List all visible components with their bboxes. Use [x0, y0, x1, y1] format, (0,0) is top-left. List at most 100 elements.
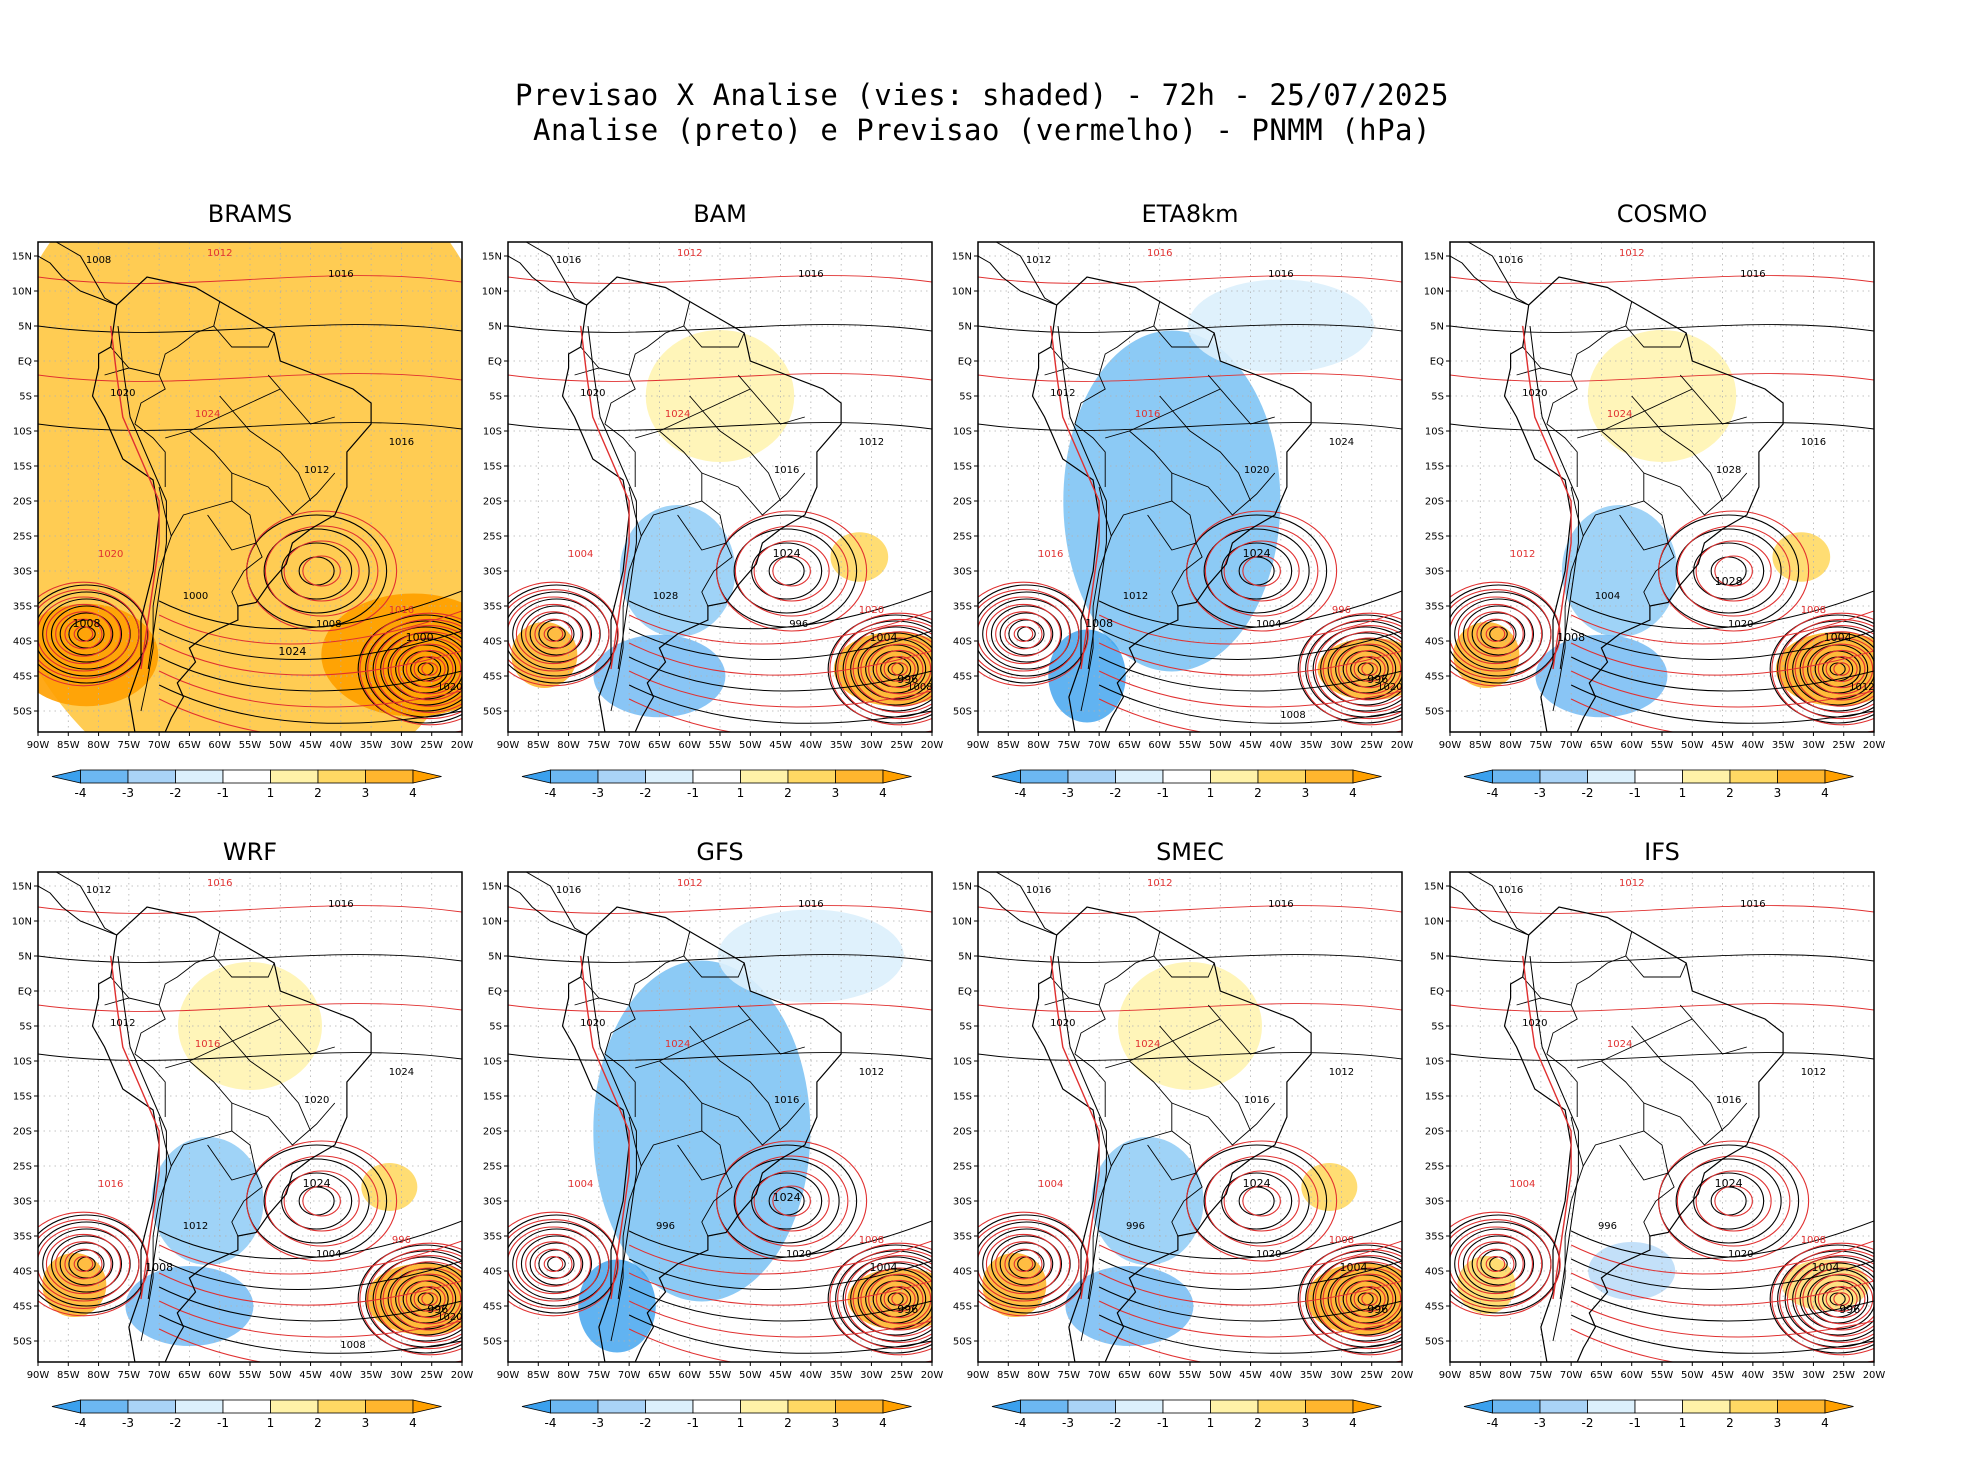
lon-tick-label: 85W — [57, 740, 80, 751]
colorbar-label: 3 — [1774, 1416, 1782, 1430]
lon-tick-label: 40W — [1270, 740, 1293, 751]
contour-label: 1012 — [677, 878, 702, 889]
colorbar: -4 -3 -2 -1 1 2 3 4 — [51, 769, 442, 800]
lon-tick-label: 25W — [1360, 740, 1383, 751]
lon-tick-label: 75W — [588, 1370, 611, 1381]
lat-tick-label: 15S — [483, 1092, 502, 1103]
colorbar-label: 3 — [362, 1416, 370, 1430]
high-pressure-label: 1024 — [1243, 1177, 1271, 1190]
contour-label: 1012 — [1619, 878, 1644, 889]
lon-tick-label: 25W — [1360, 1370, 1383, 1381]
contour-label: 1020 — [98, 549, 123, 560]
lon-tick-label: 50W — [1209, 1370, 1232, 1381]
contour-label: 1016 — [1498, 885, 1523, 896]
contour-label: 1016 — [1740, 899, 1765, 910]
colorbar-label: 1 — [1679, 1416, 1687, 1430]
lon-tick-label: 90W — [1439, 1370, 1462, 1381]
contour-label: 1020 — [1244, 465, 1269, 476]
lon-tick-label: 80W — [1499, 740, 1522, 751]
lat-tick-label: 50S — [1425, 707, 1444, 718]
lat-tick-label: 20S — [483, 497, 502, 508]
contour-label: 1020 — [1728, 1249, 1753, 1260]
contour-label: 1016 — [98, 1179, 123, 1190]
lat-tick-label: 15S — [483, 462, 502, 473]
contour-label: 1016 — [798, 269, 823, 280]
lat-tick-label: 40S — [13, 637, 32, 648]
lon-tick-label: 90W — [27, 1370, 50, 1381]
lat-tick-label: 50S — [483, 707, 502, 718]
lat-tick-label: 35S — [13, 1232, 32, 1243]
contour-label: 1000 — [183, 591, 208, 602]
colorbar: -4 -3 -2 -1 1 2 3 4 — [991, 1399, 1382, 1430]
lon-tick-label: 65W — [648, 1370, 671, 1381]
lon-tick-label: 70W — [1560, 1370, 1583, 1381]
high-pressure-label: 1024 — [773, 547, 801, 560]
lat-tick-label: 20S — [1425, 497, 1444, 508]
contour-label: 1016 — [1135, 409, 1160, 420]
colorbar-label: -2 — [1110, 786, 1122, 800]
lon-tick-label: 50W — [1681, 740, 1704, 751]
contour-label: 1012 — [1123, 591, 1148, 602]
contour-label: 1004 — [1038, 1179, 1063, 1190]
lat-tick-label: 5N — [1430, 322, 1444, 333]
lat-tick-label: 15S — [13, 462, 32, 473]
colorbar-label: 2 — [784, 1416, 792, 1430]
contour-label: 1016 — [389, 605, 414, 616]
lon-tick-label: 75W — [1530, 740, 1553, 751]
contour-label: 1012 — [1050, 388, 1075, 399]
lat-tick-label: 25S — [953, 1162, 972, 1173]
lat-tick-label: 30S — [953, 1197, 972, 1208]
contour-label: 1016 — [774, 1095, 799, 1106]
lon-tick-label: 45W — [299, 1370, 322, 1381]
lon-tick-label: 30W — [390, 1370, 413, 1381]
high-pressure-label: 1024 — [1715, 1177, 1743, 1190]
contour-label: 1008 — [859, 1235, 884, 1246]
lon-tick-label: 35W — [1300, 740, 1323, 751]
colorbar-label: -1 — [217, 786, 229, 800]
lon-tick-label: 70W — [148, 740, 171, 751]
lat-tick-label: 50S — [483, 1337, 502, 1348]
lon-tick-label: 45W — [1239, 740, 1262, 751]
colorbar-label: -1 — [687, 786, 699, 800]
contour-label: 1016 — [328, 269, 353, 280]
colorbar-label: -3 — [592, 786, 604, 800]
low-pressure-label: 996 — [897, 1303, 918, 1316]
lon-tick-label: 25W — [1832, 740, 1855, 751]
lat-tick-label: EQ — [958, 357, 972, 368]
lon-tick-label: 35W — [1772, 740, 1795, 751]
lat-tick-label: 50S — [953, 707, 972, 718]
contour-label: 1020 — [437, 1312, 462, 1323]
contour-label: 1012 — [1801, 1067, 1826, 1078]
lat-tick-label: 20S — [483, 1127, 502, 1138]
lat-tick-label: 40S — [953, 1267, 972, 1278]
lon-tick-label: 55W — [239, 740, 262, 751]
lat-tick-label: 5S — [19, 1022, 32, 1033]
contour-label: 1004 — [1595, 591, 1620, 602]
low-pressure-label: 1000 — [406, 631, 434, 644]
lon-tick-label: 45W — [769, 1370, 792, 1381]
contour-label: 1004 — [568, 549, 593, 560]
contour-label: 1008 — [316, 619, 341, 630]
colorbar-label: 4 — [879, 1416, 887, 1430]
lon-tick-label: 60W — [208, 1370, 231, 1381]
lat-tick-label: 5N — [488, 322, 502, 333]
contour-label: 1020 — [437, 682, 462, 693]
lat-tick-label: 25S — [1425, 1162, 1444, 1173]
low-pressure-label: 1008 — [1085, 617, 1113, 630]
lon-tick-label: 35W — [1300, 1370, 1323, 1381]
contour-label: 1016 — [1498, 255, 1523, 266]
colorbar-label: 2 — [1254, 1416, 1262, 1430]
low-pressure-label: 1008 — [145, 1261, 173, 1274]
lat-tick-label: EQ — [958, 987, 972, 998]
lon-tick-label: 80W — [1499, 1370, 1522, 1381]
lat-tick-label: 30S — [483, 1197, 502, 1208]
colorbar: -4 -3 -2 -1 1 2 3 4 — [521, 1399, 912, 1430]
lon-tick-label: 50W — [269, 740, 292, 751]
contour-label: 1008 — [86, 255, 111, 266]
contour-label: 1012 — [859, 437, 884, 448]
contour-label: 1012 — [1026, 255, 1051, 266]
colorbar-label: 3 — [362, 786, 370, 800]
lat-tick-label: 20S — [1425, 1127, 1444, 1138]
colorbar-label: -2 — [1110, 1416, 1122, 1430]
colorbar-label: 3 — [832, 1416, 840, 1430]
